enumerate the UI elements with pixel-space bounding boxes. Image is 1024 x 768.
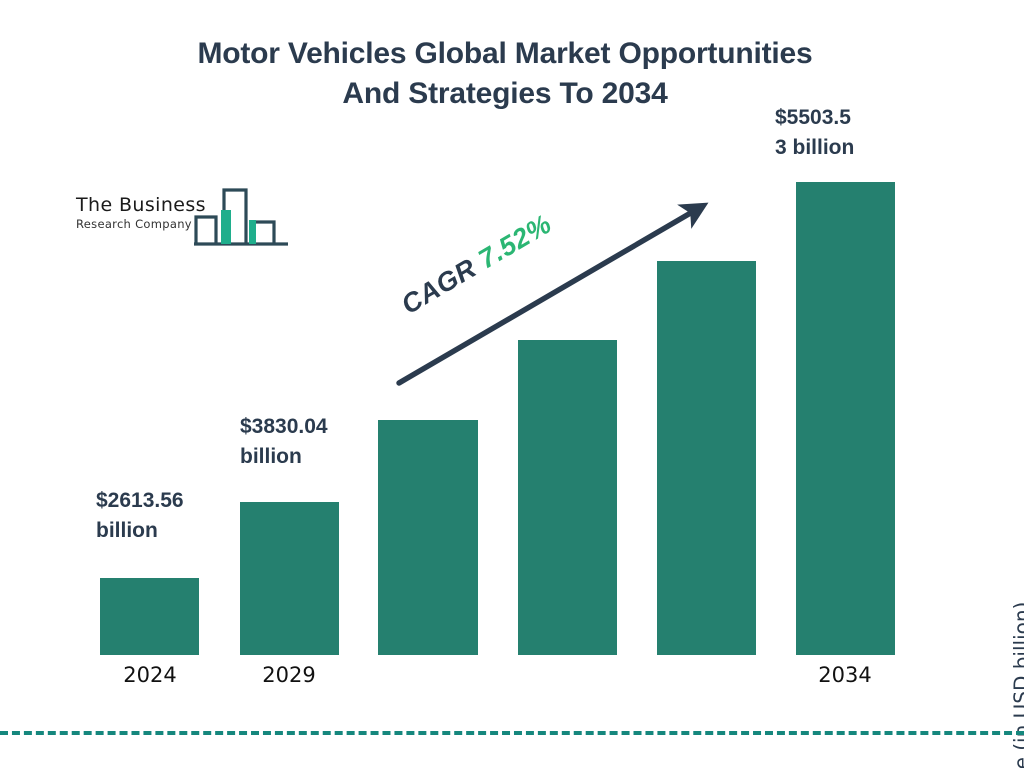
page-title-line-1: Motor Vehicles Global Market Opportuniti… (197, 37, 813, 70)
bar-chart-outline-logo-mark-icon (194, 182, 290, 265)
bar-2034 (796, 182, 895, 655)
page-title-line-2: And Strategies To 2034 (342, 76, 668, 110)
bar-value-label-2029-line-2: billion (240, 444, 302, 468)
bar-4 (518, 340, 617, 655)
bar-value-label-2034: $5503.5 3 billion (775, 103, 893, 163)
bar-2024 (100, 578, 199, 655)
bar-value-label-2034-line-2: 3 billion (775, 135, 855, 159)
bar-value-label-2029-line-1: $3830.04 (240, 415, 328, 438)
footer-divider (0, 731, 1024, 735)
bar-value-label-2029: $3830.04 billion (240, 412, 375, 472)
company-logo: The Business Research Company (76, 188, 288, 260)
company-logo-line-1: The Business (76, 194, 206, 216)
bar-2029 (240, 502, 339, 655)
x-axis-label-2034: 2034 (818, 663, 872, 687)
bar-value-label-2024-line-2: billion (96, 518, 158, 542)
bar-value-label-2024: $2613.56 billion (96, 486, 226, 546)
bar-value-label-2034-line-1: $5503.5 (775, 106, 851, 129)
x-axis-label-2024: 2024 (123, 663, 177, 687)
bar-5 (657, 261, 756, 655)
y-axis-title: Market Size (in USD billion) (1010, 601, 1024, 768)
x-axis-label-2029: 2029 (262, 663, 316, 687)
company-logo-text: The Business Research Company (76, 194, 206, 231)
page-title: Motor Vehicles Global Market Opportuniti… (60, 34, 950, 113)
bar-value-label-2024-line-1: $2613.56 (96, 489, 184, 512)
bar-3 (378, 420, 478, 655)
company-logo-line-2: Research Company (76, 216, 192, 231)
